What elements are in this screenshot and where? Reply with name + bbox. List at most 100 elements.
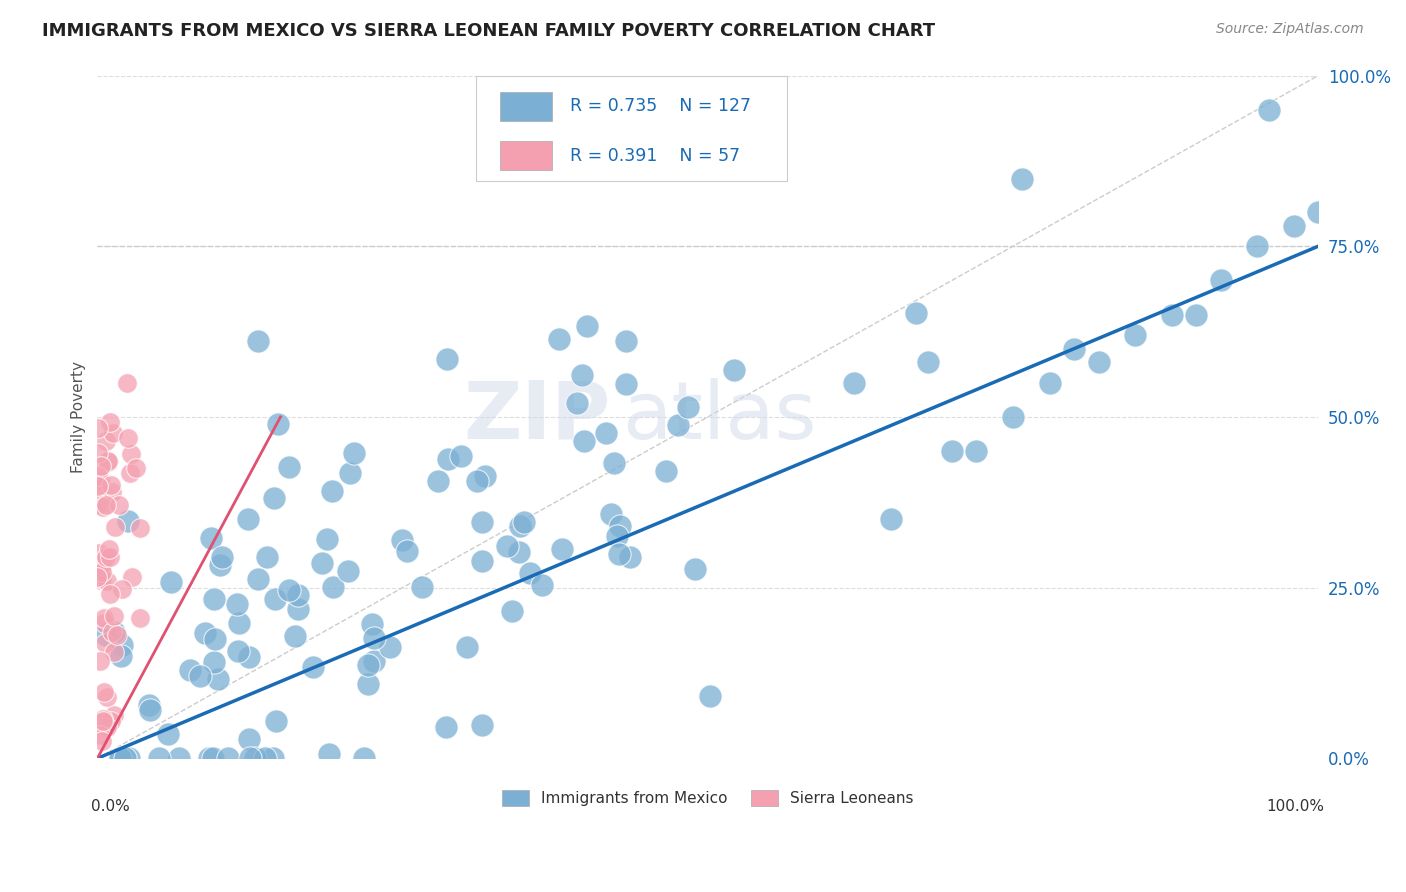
Point [117,431,139,445]
Point [94,636,117,650]
Point [723,363,745,377]
Point [602,456,624,470]
Point [98,587,121,601]
Point [97,455,120,469]
Point [100,478,122,492]
Point [277,459,299,474]
Point [107,627,129,641]
Point [138,698,160,712]
Point [226,643,249,657]
Point [200,531,222,545]
Point [253,751,276,765]
Point [496,539,519,553]
Point [600,508,623,522]
Point [391,533,413,547]
Point [247,334,270,348]
Text: Source: ZipAtlas.com: Source: ZipAtlas.com [1216,22,1364,37]
Point [98,415,121,429]
Point [574,434,596,449]
Point [117,514,139,528]
Point [1087,355,1109,369]
Point [1063,342,1085,356]
Point [263,491,285,505]
Point [256,549,278,564]
Point [655,464,678,478]
Point [202,592,225,607]
Point [880,512,903,526]
Point [666,417,689,432]
Point [96,690,118,704]
Point [363,654,385,668]
Point [156,726,179,740]
Point [117,376,139,390]
Point [93,685,115,699]
Point [302,659,325,673]
Legend: Immigrants from Mexico, Sierra Leoneans: Immigrants from Mexico, Sierra Leoneans [495,784,920,812]
Point [965,444,987,458]
Point [110,751,132,765]
Point [108,498,131,512]
Text: R = 0.735    N = 127: R = 0.735 N = 127 [569,97,751,115]
Point [357,677,380,691]
Point [96,720,118,734]
Point [284,629,307,643]
Point [266,714,288,728]
Point [316,532,339,546]
Point [941,444,963,458]
Point [124,460,146,475]
Point [243,751,266,765]
Point [277,582,299,597]
Point [209,558,232,572]
Point [207,672,229,686]
Text: 100.0%: 100.0% [1267,799,1324,814]
Point [1308,205,1330,219]
Point [844,376,866,390]
Point [571,368,593,382]
Point [567,396,589,410]
Point [336,564,359,578]
Point [322,580,344,594]
Point [905,305,928,319]
Point [595,425,617,440]
Point [103,645,125,659]
Point [87,478,110,492]
Text: R = 0.391    N = 57: R = 0.391 N = 57 [569,146,740,165]
Point [1246,239,1268,253]
Point [513,515,536,529]
Point [1123,328,1146,343]
Point [339,466,361,480]
Point [111,638,134,652]
FancyBboxPatch shape [501,92,551,120]
Point [121,569,143,583]
Point [450,449,472,463]
Point [128,521,150,535]
Point [188,669,211,683]
Point [201,751,224,765]
Point [114,751,136,765]
Point [676,401,699,415]
Point [87,421,110,435]
Point [120,467,142,481]
Point [474,469,496,483]
Point [357,658,380,673]
Point [1209,273,1232,287]
Point [267,417,290,432]
Point [321,483,343,498]
FancyBboxPatch shape [501,141,551,170]
Point [90,572,112,586]
Point [97,454,120,468]
Point [93,615,115,630]
Point [236,512,259,526]
Point [360,617,382,632]
Point [129,610,152,624]
Point [217,751,239,765]
Point [90,558,112,573]
Point [287,588,309,602]
Point [211,550,233,565]
Point [91,714,114,728]
Point [363,631,385,645]
Point [1160,308,1182,322]
Point [89,654,111,668]
Point [93,610,115,624]
Point [427,474,450,488]
